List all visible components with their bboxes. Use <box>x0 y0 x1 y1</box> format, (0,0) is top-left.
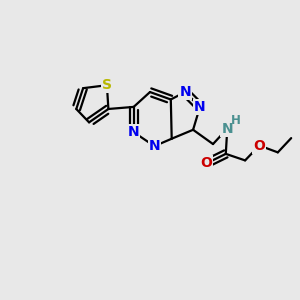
Text: N: N <box>194 100 206 114</box>
Text: N: N <box>128 125 140 139</box>
Text: O: O <box>254 139 265 152</box>
Text: N: N <box>179 85 191 99</box>
Text: N: N <box>148 139 160 153</box>
Text: S: S <box>102 78 112 92</box>
Text: H: H <box>231 114 241 128</box>
Text: O: O <box>200 156 212 170</box>
Text: N: N <box>221 122 233 136</box>
